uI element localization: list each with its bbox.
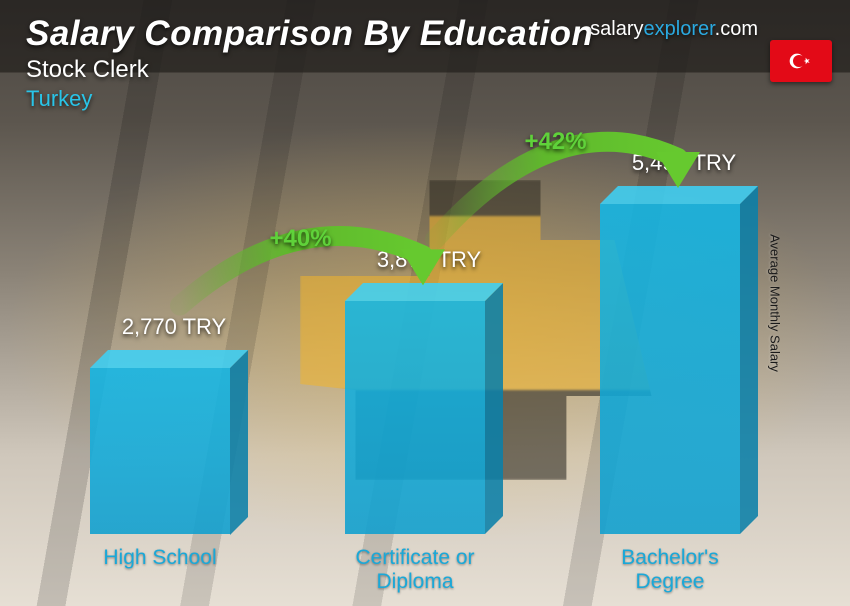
brand-suffix: .com xyxy=(715,18,758,40)
bar-label-1: Certificate orDiploma xyxy=(275,546,555,594)
chart-title: Salary Comparison By Education xyxy=(26,14,593,54)
chart-country: Turkey xyxy=(26,86,593,112)
bar-label-2: Bachelor'sDegree xyxy=(530,546,810,594)
bar-value-2: 5,490 TRY xyxy=(558,150,810,176)
flag-turkey xyxy=(770,40,832,82)
header: Salary Comparison By Education Stock Cle… xyxy=(26,14,593,112)
increase-label-1: +42% xyxy=(525,128,587,156)
bar-chart: 2,770 TRYHigh School3,870 TRYCertificate… xyxy=(40,120,790,588)
chart-subtitle: Stock Clerk xyxy=(26,56,593,84)
bar-label-0: High School xyxy=(20,546,300,570)
bar-value-1: 3,870 TRY xyxy=(303,247,555,273)
brand-mid: explorer xyxy=(644,18,715,40)
increase-label-0: +40% xyxy=(270,225,332,253)
bar-value-0: 2,770 TRY xyxy=(48,314,300,340)
brand-logo: salaryexplorer.com xyxy=(590,18,758,41)
brand-prefix: salary xyxy=(590,18,643,40)
